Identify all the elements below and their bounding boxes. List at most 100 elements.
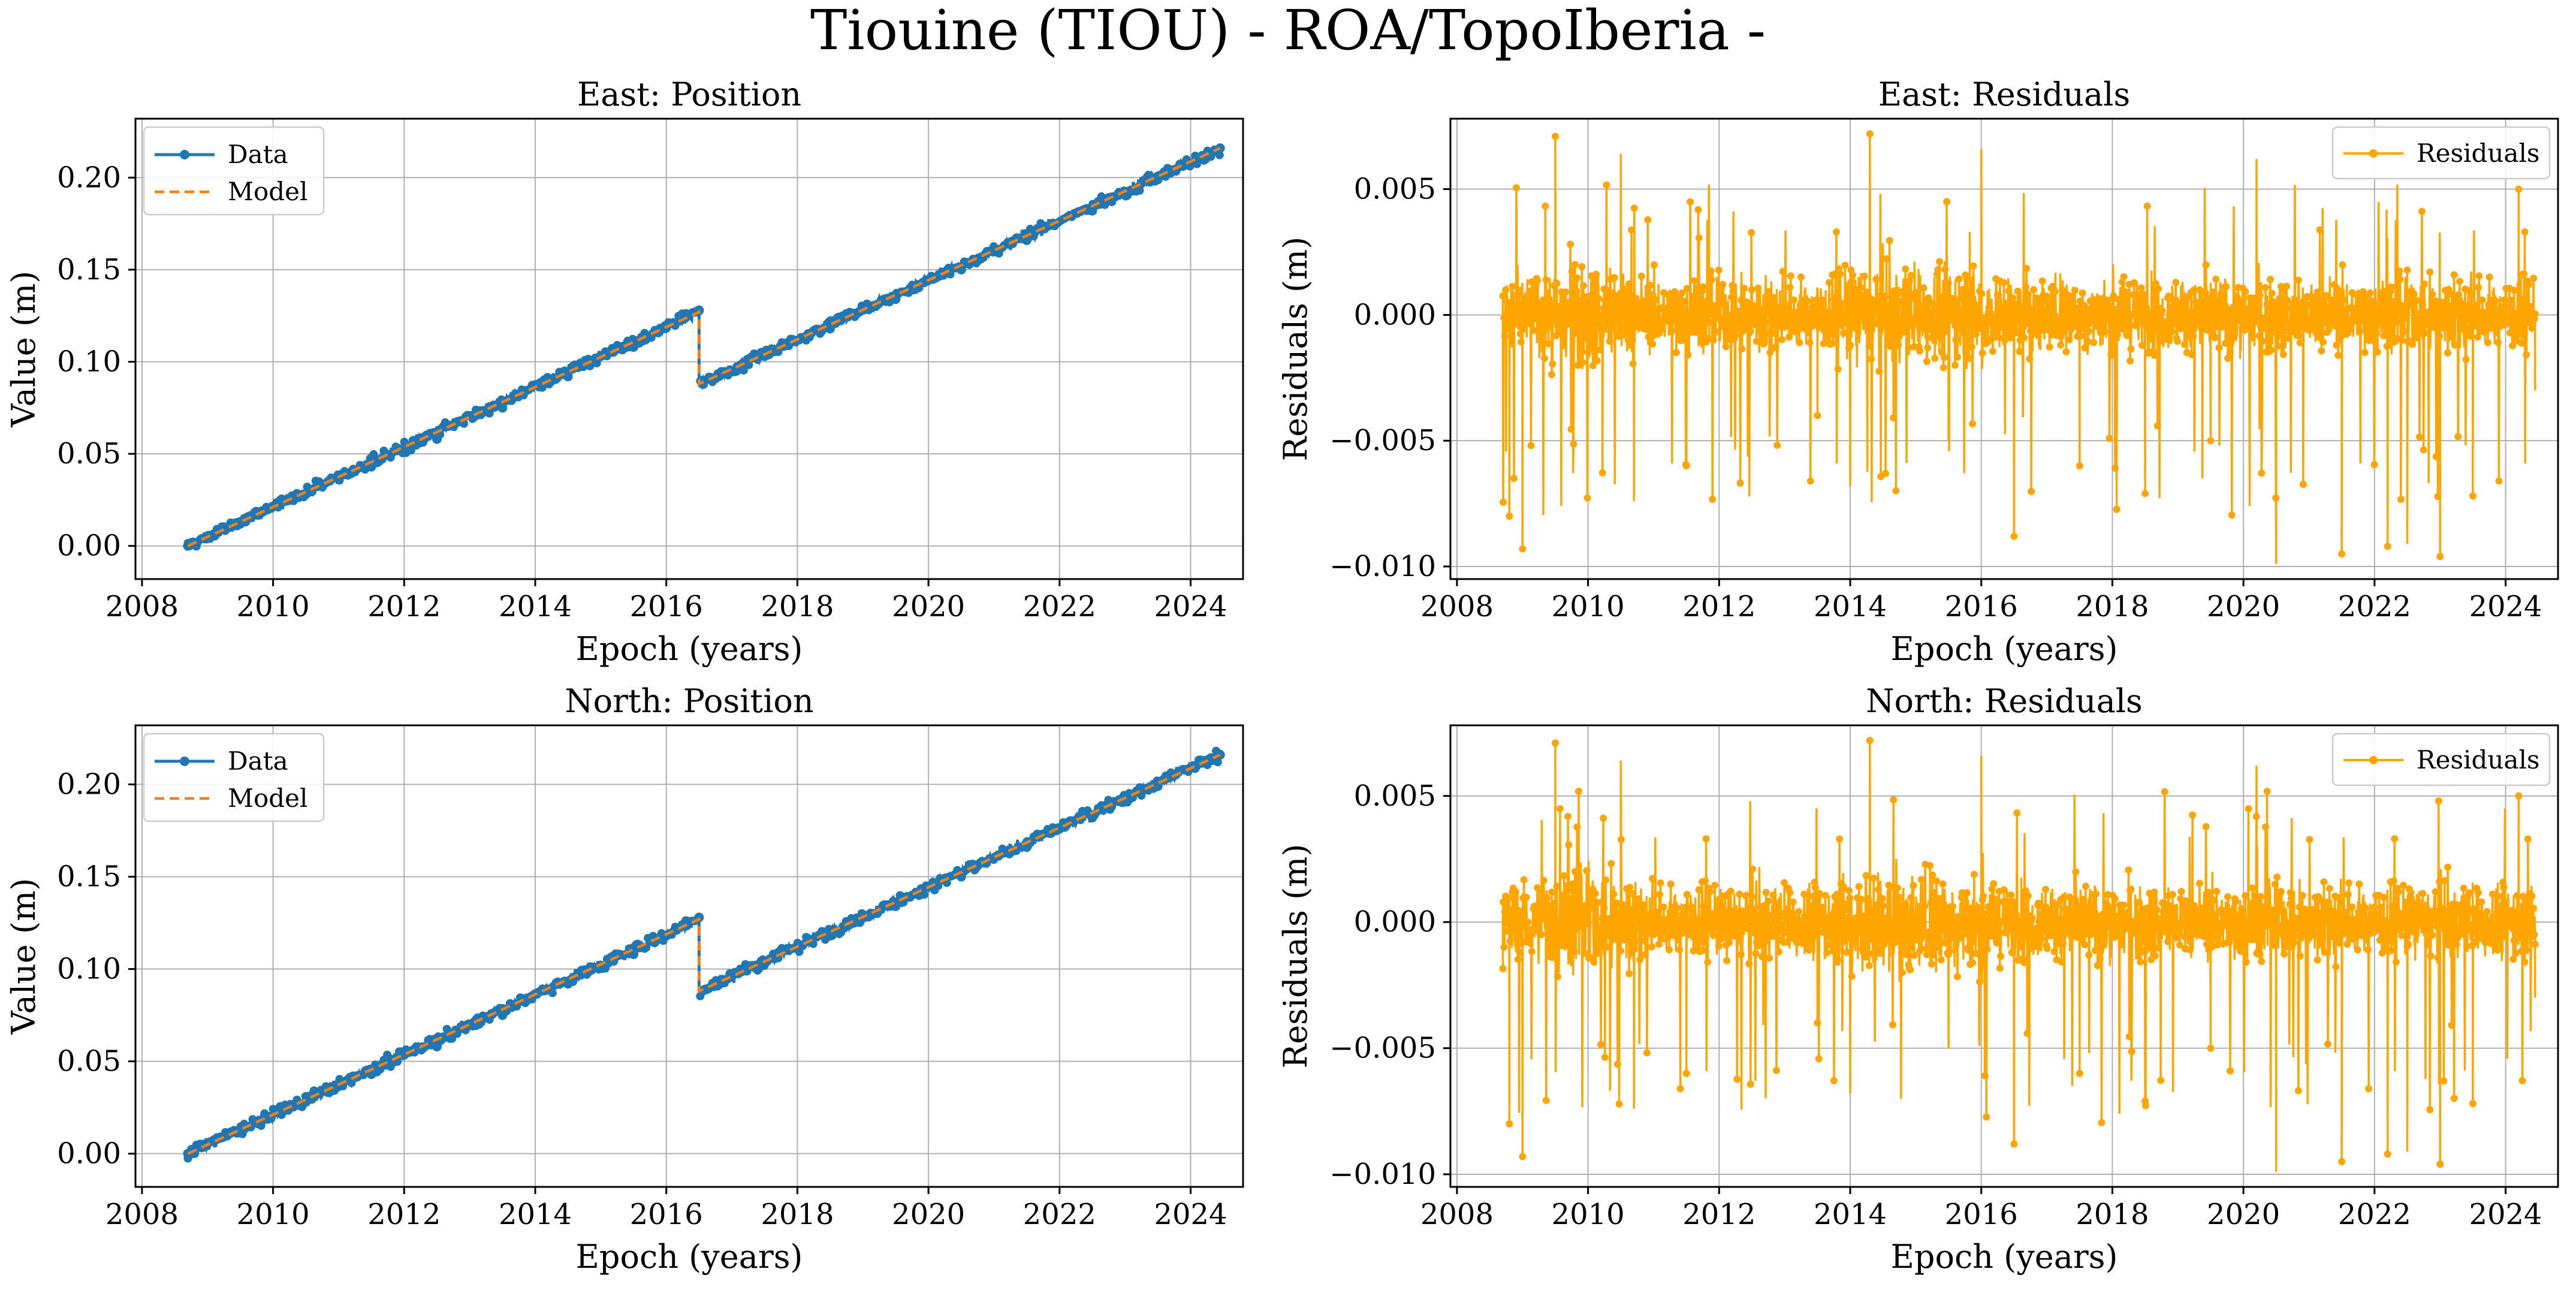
- x-axis-label: Epoch (years): [1890, 1238, 2117, 1276]
- residual-point: [1573, 274, 1581, 282]
- residual-point: [2079, 324, 2087, 332]
- residual-point: [2384, 1150, 2391, 1158]
- residual-point: [2000, 886, 2008, 894]
- residual-point: [1501, 908, 1509, 916]
- residual-point: [1504, 927, 1512, 935]
- residual-point: [2248, 911, 2255, 918]
- residual-point: [1898, 288, 1906, 296]
- residual-point: [2360, 910, 2368, 918]
- residual-point: [1844, 906, 1852, 914]
- residual-point: [1531, 289, 1539, 296]
- residual-point: [2117, 941, 2125, 949]
- residual-point: [2471, 322, 2479, 330]
- residual-point: [2031, 935, 2038, 943]
- residual-point: [1939, 305, 1947, 313]
- residual-point: [1978, 290, 1986, 297]
- residual-point: [2233, 942, 2240, 950]
- residual-point: [2158, 920, 2165, 928]
- residual-point: [1937, 956, 1945, 964]
- panel-1: 2008 2010 2012 2014 2016 2018 2020 2022 2024 −0.0…: [1277, 76, 2559, 668]
- residual-point: [1508, 340, 1516, 348]
- residual-point: [1609, 929, 1616, 937]
- residual-point: [1674, 936, 1682, 944]
- residual-point: [1941, 939, 1948, 947]
- data-anchor-point: [1153, 174, 1163, 185]
- residual-point: [1789, 898, 1797, 906]
- residual-point: [2518, 339, 2526, 347]
- plot-frame: [134, 724, 1244, 1188]
- residual-point: [2113, 331, 2121, 339]
- residual-point: [1718, 294, 1726, 302]
- residual-point: [2315, 333, 2323, 341]
- residual-point: [1769, 891, 1777, 899]
- residual-point: [2348, 903, 2356, 911]
- residual-point: [1866, 936, 1874, 943]
- residual-point: [1839, 883, 1847, 891]
- residual-point: [1522, 294, 1530, 302]
- residual-point: [2387, 283, 2395, 291]
- residual-point: [1788, 909, 1795, 917]
- residual-point: [2242, 288, 2249, 296]
- residual-point: [1969, 420, 1977, 427]
- plot-frame: [1449, 724, 2559, 1188]
- residual-point: [1818, 903, 1826, 911]
- residual-point: [1941, 354, 1948, 361]
- residual-point: [2460, 884, 2468, 892]
- legend-model-label: Model: [228, 177, 307, 206]
- residual-point: [1732, 331, 1739, 339]
- residual-point: [2481, 309, 2489, 317]
- residual-point: [2208, 926, 2216, 933]
- residual-point: [2278, 331, 2286, 339]
- residual-point: [1664, 923, 1672, 931]
- residual-point: [1649, 308, 1657, 316]
- residual-point: [2141, 490, 2149, 498]
- residual-point: [2510, 287, 2518, 294]
- residual-point: [1715, 266, 1723, 274]
- residual-point: [1911, 295, 1919, 303]
- residual-point: [1625, 970, 1633, 978]
- residual-point: [2528, 324, 2536, 332]
- residual-point: [1512, 310, 1519, 318]
- residual-point: [2371, 337, 2379, 345]
- residual-point: [2450, 271, 2458, 279]
- residual-point: [2525, 281, 2533, 288]
- legend: Residuals: [2331, 733, 2551, 786]
- residual-point: [1682, 1069, 1690, 1077]
- residual-point: [2225, 922, 2233, 930]
- residual-point: [1542, 276, 1550, 284]
- residual-point: [2488, 324, 2496, 331]
- residual-point: [1778, 336, 1786, 343]
- residual-point: [2466, 332, 2474, 339]
- residual-point: [2420, 280, 2428, 288]
- residual-point: [2421, 329, 2429, 337]
- residual-point: [1980, 957, 1988, 965]
- residual-point: [1752, 302, 1760, 310]
- residual-point: [2333, 341, 2340, 349]
- residual-point: [1733, 325, 1740, 333]
- residual-point: [1571, 261, 1579, 269]
- residual-point: [1796, 339, 1803, 346]
- residual-point: [1736, 315, 1744, 322]
- residual-point: [1983, 1113, 1990, 1121]
- residual-point: [2380, 894, 2388, 902]
- residual-point: [2412, 322, 2420, 330]
- residual-point: [1890, 796, 1898, 804]
- residual-point: [1583, 914, 1591, 921]
- residual-point: [2433, 923, 2441, 931]
- residual-point: [1586, 953, 1594, 961]
- residual-point: [2419, 890, 2427, 897]
- residual-point: [2182, 897, 2190, 905]
- residual-point: [1682, 462, 1690, 470]
- residual-point: [2231, 324, 2239, 332]
- residual-point: [2132, 926, 2140, 933]
- residual-point: [1519, 545, 1527, 553]
- residual-point: [2324, 1040, 2331, 1048]
- x-tick-label: 2010: [237, 1198, 310, 1231]
- residual-point: [2000, 279, 2008, 287]
- residual-point: [1517, 338, 1525, 346]
- y-axis-label: Residuals (m): [1277, 844, 1314, 1069]
- residual-point: [2358, 315, 2366, 322]
- data-anchor-point: [563, 372, 573, 382]
- residual-point: [1592, 270, 1600, 278]
- residual-point: [1804, 328, 1812, 336]
